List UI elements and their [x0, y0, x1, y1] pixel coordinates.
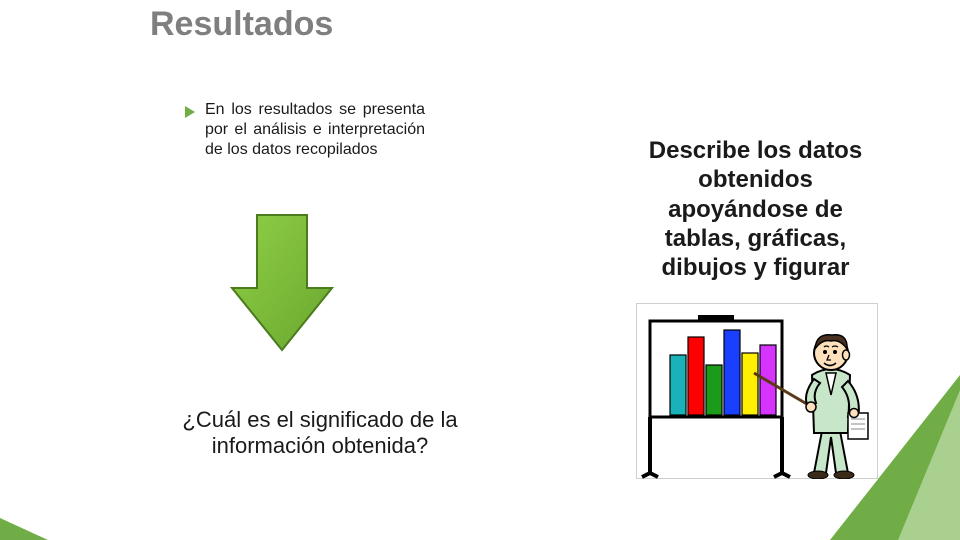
question-text: ¿Cuál es el significado de la informació…: [165, 407, 475, 460]
corner-decor-secondary: [898, 390, 960, 540]
page-title: Resultados: [150, 5, 333, 44]
down-arrow-icon: [227, 210, 337, 360]
bullet-item: En los resultados se presenta por el aná…: [185, 100, 425, 160]
describe-text: Describe los datos obtenidos apoyándose …: [633, 136, 878, 282]
bullet-text: En los resultados se presenta por el aná…: [205, 100, 425, 160]
bullet-arrow-icon: [185, 106, 195, 118]
corner-decor-bottom-left: [0, 518, 48, 540]
slide: Resultados En los resultados se presenta…: [0, 0, 960, 540]
